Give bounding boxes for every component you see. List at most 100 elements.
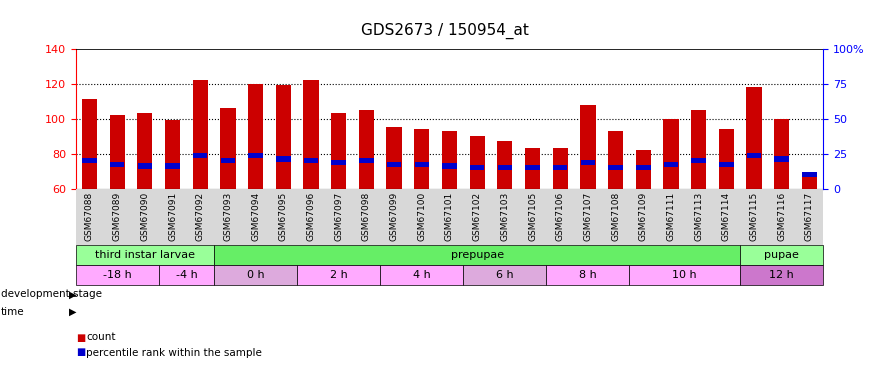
Bar (498, 141, 513, 189)
Bar (525, 148, 540, 189)
Bar (719, 129, 734, 189)
Bar (441, 131, 457, 189)
Bar (165, 120, 180, 189)
Bar (498, 165, 512, 170)
Bar (470, 165, 484, 170)
Text: GSM67111: GSM67111 (667, 191, 676, 241)
Text: 8 h: 8 h (579, 270, 597, 280)
Text: GSM67092: GSM67092 (196, 191, 205, 240)
Bar (609, 165, 623, 170)
Bar (774, 156, 789, 162)
Bar (553, 148, 568, 189)
Text: time: time (1, 307, 25, 317)
Bar (76, 244, 214, 265)
Bar (740, 244, 823, 265)
Text: -18 h: -18 h (103, 270, 132, 280)
Bar (802, 172, 817, 177)
Text: GSM67114: GSM67114 (722, 191, 731, 240)
Text: 4 h: 4 h (413, 270, 431, 280)
Text: ■: ■ (76, 348, 85, 357)
Bar (82, 158, 97, 163)
Text: ■: ■ (76, 333, 85, 342)
Text: GSM67099: GSM67099 (390, 191, 399, 241)
Text: GSM67097: GSM67097 (334, 191, 344, 241)
Bar (214, 244, 740, 265)
Text: GSM67095: GSM67095 (279, 191, 287, 241)
Bar (303, 158, 319, 163)
Bar (193, 153, 207, 158)
Bar (442, 163, 457, 168)
Bar (297, 265, 380, 285)
Bar (221, 108, 236, 189)
Text: development stage: development stage (1, 290, 101, 299)
Bar (110, 162, 125, 167)
Text: GSM67109: GSM67109 (639, 191, 648, 241)
Bar (580, 160, 595, 165)
Bar (192, 80, 208, 189)
Bar (82, 99, 97, 189)
Bar (221, 158, 235, 163)
Bar (415, 162, 429, 167)
Text: GSM67088: GSM67088 (85, 191, 94, 241)
Bar (740, 265, 823, 285)
Bar (248, 153, 263, 158)
Text: GSM67106: GSM67106 (555, 191, 565, 241)
Text: 0 h: 0 h (247, 270, 264, 280)
Bar (629, 265, 740, 285)
Text: 10 h: 10 h (673, 270, 697, 280)
Bar (691, 110, 707, 189)
Text: GSM67091: GSM67091 (168, 191, 177, 241)
Bar (248, 84, 263, 189)
Text: GSM67117: GSM67117 (805, 191, 814, 241)
Text: GDS2673 / 150954_at: GDS2673 / 150954_at (361, 23, 529, 39)
Text: GSM67089: GSM67089 (113, 191, 122, 241)
Text: GSM67098: GSM67098 (362, 191, 371, 241)
Bar (360, 158, 374, 163)
Text: percentile rank within the sample: percentile rank within the sample (86, 348, 263, 357)
Text: third instar larvae: third instar larvae (95, 250, 195, 260)
Bar (747, 87, 762, 189)
Bar (525, 165, 539, 170)
Text: GSM67105: GSM67105 (528, 191, 537, 241)
Bar (276, 156, 290, 162)
Bar (166, 163, 180, 168)
Text: GSM67101: GSM67101 (445, 191, 454, 241)
Text: count: count (86, 333, 116, 342)
Text: GSM67100: GSM67100 (417, 191, 426, 241)
Text: GSM67096: GSM67096 (306, 191, 316, 241)
Bar (331, 160, 346, 165)
Bar (774, 119, 789, 189)
Bar (608, 131, 623, 189)
Text: GSM67116: GSM67116 (777, 191, 786, 241)
Bar (138, 163, 152, 168)
Bar (635, 150, 651, 189)
Text: ▶: ▶ (69, 290, 76, 299)
Bar (386, 128, 401, 189)
Bar (747, 153, 761, 158)
Bar (359, 110, 374, 189)
Bar (380, 265, 464, 285)
Bar (664, 162, 678, 167)
Bar (663, 119, 678, 189)
Text: 12 h: 12 h (769, 270, 794, 280)
Bar (692, 158, 706, 163)
Bar (464, 265, 546, 285)
Text: prepupae: prepupae (450, 250, 504, 260)
Bar (802, 173, 817, 189)
Text: 2 h: 2 h (330, 270, 348, 280)
Text: GSM67102: GSM67102 (473, 191, 481, 240)
Bar (636, 165, 651, 170)
Bar (414, 129, 429, 189)
Text: GSM67108: GSM67108 (611, 191, 620, 241)
Bar (719, 162, 733, 167)
Bar (553, 165, 568, 170)
Text: pupae: pupae (765, 250, 799, 260)
Text: ▶: ▶ (69, 307, 76, 317)
Bar (580, 105, 595, 189)
Text: 6 h: 6 h (496, 270, 514, 280)
Text: GSM67094: GSM67094 (251, 191, 260, 240)
Text: GSM67107: GSM67107 (583, 191, 593, 241)
Bar (137, 114, 152, 189)
Bar (276, 86, 291, 189)
Text: GSM67103: GSM67103 (500, 191, 509, 241)
